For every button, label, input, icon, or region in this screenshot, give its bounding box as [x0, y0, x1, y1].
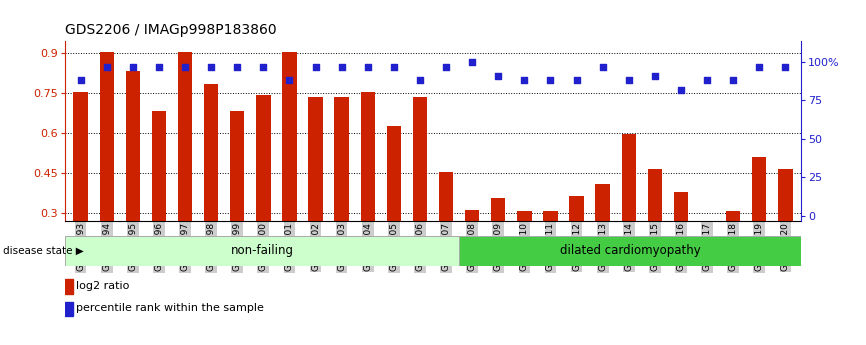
Bar [517, 211, 532, 293]
Bar [74, 92, 87, 293]
Text: non-failing: non-failing [230, 245, 294, 257]
Point [491, 73, 505, 79]
Text: GDS2206 / IMAGp998P183860: GDS2206 / IMAGp998P183860 [65, 23, 276, 38]
Bar [256, 95, 270, 293]
Bar [308, 97, 323, 293]
Point [517, 78, 531, 83]
Bar [465, 210, 480, 293]
Point [256, 64, 270, 69]
Point [335, 64, 349, 69]
Point [74, 78, 87, 83]
Point [178, 64, 192, 69]
Text: percentile rank within the sample: percentile rank within the sample [76, 303, 264, 313]
Bar [204, 84, 218, 293]
Bar [459, 236, 801, 266]
Bar [596, 184, 610, 293]
Point [282, 78, 296, 83]
Bar [726, 211, 740, 293]
Point [230, 64, 244, 69]
Point [152, 64, 166, 69]
Bar [569, 196, 584, 293]
Bar [282, 52, 297, 293]
Bar [779, 169, 792, 293]
Point [648, 73, 662, 79]
Bar [543, 211, 558, 293]
Point [570, 78, 584, 83]
Point [622, 78, 636, 83]
Bar [178, 52, 192, 293]
Bar [439, 171, 453, 293]
Point [753, 64, 766, 69]
Bar [100, 52, 114, 293]
Point [727, 78, 740, 83]
Bar [752, 157, 766, 293]
Bar [622, 135, 636, 293]
Bar [65, 279, 73, 294]
Point [308, 64, 322, 69]
Bar [700, 246, 714, 293]
Point [413, 78, 427, 83]
Point [100, 64, 113, 69]
Point [126, 64, 139, 69]
Bar [674, 191, 688, 293]
Bar [413, 97, 427, 293]
Bar [648, 169, 662, 293]
Point [700, 78, 714, 83]
Point [439, 64, 453, 69]
Point [544, 78, 558, 83]
Bar [65, 302, 73, 316]
Text: dilated cardiomyopathy: dilated cardiomyopathy [559, 245, 701, 257]
Point [361, 64, 375, 69]
Point [387, 64, 401, 69]
Point [674, 87, 688, 92]
Bar [152, 110, 166, 293]
Bar [334, 97, 349, 293]
Bar [65, 236, 459, 266]
Point [596, 64, 610, 69]
Point [465, 59, 479, 65]
Point [204, 64, 218, 69]
Bar [126, 71, 140, 293]
Point [779, 64, 792, 69]
Bar [360, 92, 375, 293]
Text: disease state ▶: disease state ▶ [3, 246, 84, 256]
Bar [230, 110, 244, 293]
Bar [491, 198, 506, 293]
Text: log2 ratio: log2 ratio [76, 281, 129, 291]
Bar [386, 127, 401, 293]
